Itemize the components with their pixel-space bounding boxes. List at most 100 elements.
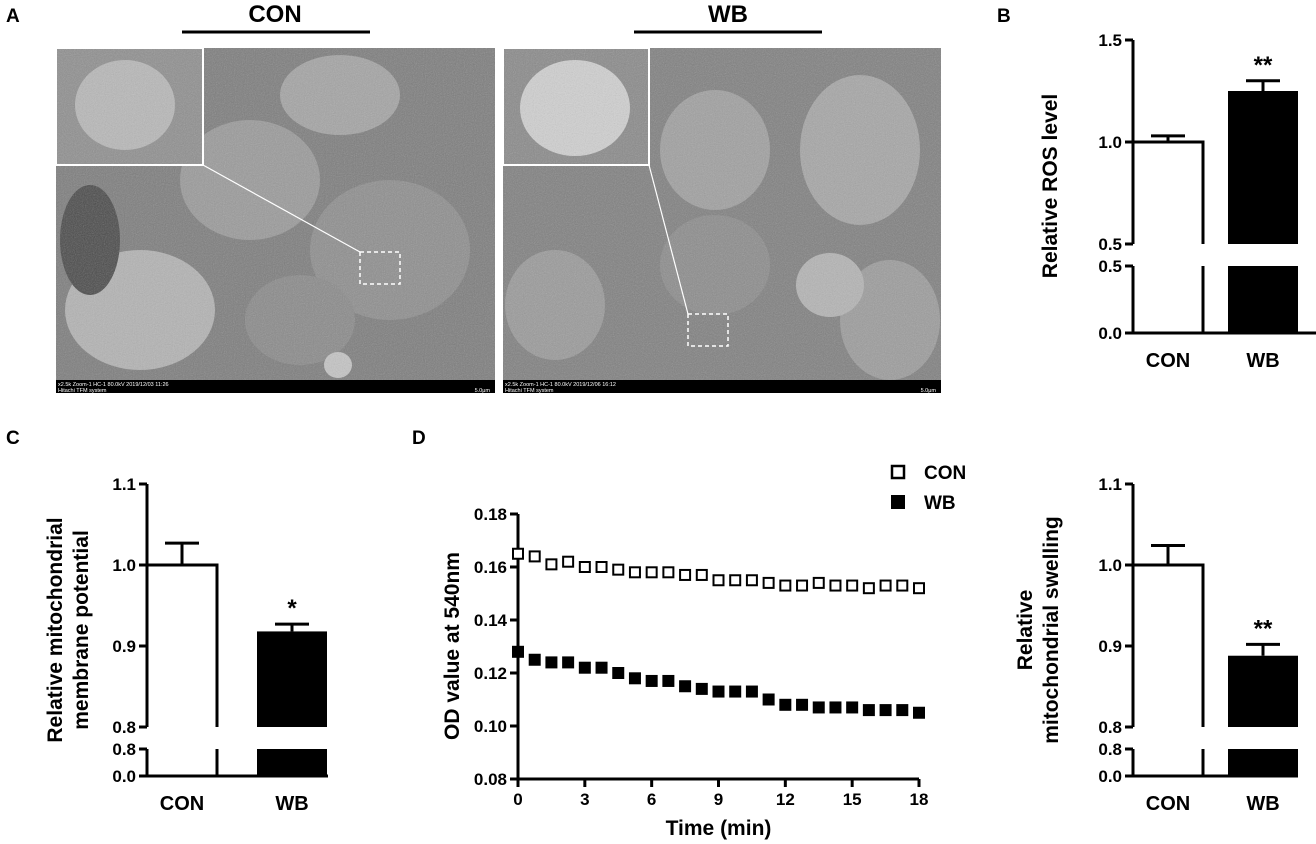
data-point-wb <box>729 685 742 698</box>
x-category-label: CON <box>1146 793 1190 815</box>
data-point-con <box>679 568 692 581</box>
bar-wb <box>1228 655 1298 727</box>
y-tick-label: 0.5 <box>1098 257 1122 276</box>
data-point-wb <box>896 704 909 717</box>
panel-letter-d: D <box>412 428 426 449</box>
y-tick-label: 0.10 <box>474 717 507 736</box>
significance-marker: ** <box>1254 52 1273 79</box>
significance-marker: * <box>287 595 297 622</box>
data-point-wb <box>846 701 859 714</box>
data-point-con <box>612 563 625 576</box>
data-point-con <box>578 561 591 573</box>
data-point-con <box>545 558 558 571</box>
data-point-con <box>879 579 892 592</box>
micrograph-con-info-bar <box>56 380 495 393</box>
data-point-con <box>846 579 859 592</box>
y-tick-label: 0.9 <box>112 637 136 656</box>
y-tick-label: 1.0 <box>1098 556 1122 575</box>
micrograph-con-meta-2: Hitachi TFM system <box>58 388 107 394</box>
data-point-con <box>645 566 658 579</box>
data-point-wb <box>512 645 524 658</box>
bar-con <box>1131 563 1205 727</box>
data-point-con <box>745 574 758 587</box>
data-point-wb <box>829 701 842 714</box>
y-tick-label: 0.16 <box>474 558 507 577</box>
x-tick-label: 6 <box>647 790 656 809</box>
data-point-con <box>896 579 909 592</box>
micrograph-wb-inset-texture <box>504 49 648 164</box>
micrograph-con-meta-1: x2.5k Zoom-1 HC-1 80.0kV 2019/12/03 11:2… <box>58 382 169 388</box>
y-axis-title-line: mitochondrial swelling <box>1040 516 1063 744</box>
data-point-con <box>829 579 842 592</box>
data-point-con <box>595 561 608 573</box>
y-tick-label: 0.18 <box>474 505 507 524</box>
data-point-con <box>628 566 641 579</box>
y-tick-label: 0.12 <box>474 664 507 683</box>
micrograph-wb-zoom-box <box>687 313 729 347</box>
micrograph-con-zoom-line <box>202 164 361 253</box>
data-point-con <box>796 579 809 592</box>
y-axis-title-line: membrane potential <box>70 530 93 730</box>
data-point-wb <box>545 656 558 669</box>
y-tick-label: 0.8 <box>112 740 136 759</box>
micrograph-wb-label: WB <box>708 1 748 28</box>
x-category-label: WB <box>275 793 308 815</box>
data-point-wb <box>745 685 758 698</box>
x-category-label: WB <box>1246 793 1279 815</box>
micrograph-wb-info-bar <box>503 380 941 393</box>
y-tick-label: 0.08 <box>474 770 507 789</box>
y-tick-label: 0.5 <box>1098 235 1122 254</box>
panel-letter-c: C <box>6 428 20 449</box>
legend-marker-con <box>890 464 906 480</box>
data-point-wb <box>812 701 825 714</box>
data-point-wb <box>862 704 875 717</box>
data-point-con <box>528 550 541 563</box>
chart-od-time-course: 0.08 0.10 0.12 0.14 0.16 0.18 0 3 6 9 12 15 18 Time (… <box>441 463 966 840</box>
y-axis-title: OD value at 540nm <box>441 552 464 740</box>
y-tick-label: 0.9 <box>1098 637 1122 656</box>
bar-wb <box>1228 91 1298 244</box>
x-tick-label: 0 <box>513 790 522 809</box>
micrograph-con-scale: 5.0μm <box>475 388 491 394</box>
data-point-con <box>562 555 575 568</box>
data-point-wb <box>662 674 675 687</box>
legend-label-con: CON <box>924 463 966 484</box>
y-tick-label: 1.5 <box>1098 31 1122 50</box>
micrograph-con-inset-texture <box>57 49 202 164</box>
micrograph-con: CON x2.5k Zoom-1 HC-1 80.0kV 2019/12/03 … <box>55 1 495 394</box>
x-category-label: CON <box>160 793 204 815</box>
y-tick-label: 0.0 <box>1098 767 1122 786</box>
bar-con-lower <box>145 749 219 776</box>
micrograph-wb-meta-2: Hitachi TFM system <box>505 388 554 394</box>
data-point-wb <box>913 706 925 719</box>
bar-wb-lower <box>1228 266 1298 333</box>
micrograph-wb-scale: 5.0μm <box>921 388 937 394</box>
micrograph-wb-zoom-line <box>648 164 689 315</box>
data-point-wb <box>528 653 541 666</box>
y-tick-label: 0.0 <box>112 767 136 786</box>
y-tick-label: 1.1 <box>1098 475 1122 494</box>
y-tick-label: 1.0 <box>1098 133 1122 152</box>
data-point-wb <box>578 661 591 674</box>
x-tick-label: 18 <box>910 790 929 809</box>
bar-con <box>145 563 219 727</box>
data-point-wb <box>679 680 692 693</box>
data-point-con <box>762 576 775 589</box>
micrograph-con-label: CON <box>248 1 301 28</box>
chart-mitochondrial-swelling: 0.8 0.9 1.0 1.1 0.0 0.8 CON WB ** Relative mitocho… <box>1014 475 1298 815</box>
x-category-label: CON <box>1146 350 1190 372</box>
data-point-con <box>729 574 742 587</box>
y-tick-label: 1.1 <box>112 475 136 494</box>
data-point-con <box>662 566 675 579</box>
x-tick-label: 9 <box>714 790 723 809</box>
x-tick-label: 3 <box>580 790 589 809</box>
x-axis-title: Time (min) <box>666 817 772 840</box>
bar-wb-lower <box>1228 749 1298 776</box>
x-tick-label: 12 <box>776 790 795 809</box>
data-point-wb <box>628 672 641 685</box>
y-tick-label: 0.8 <box>1098 740 1122 759</box>
y-axis-title: Relative ROS level <box>1039 94 1062 278</box>
y-tick-label: 1.0 <box>112 556 136 575</box>
y-tick-label: 0.8 <box>112 718 136 737</box>
bar-con-lower <box>1131 266 1205 333</box>
